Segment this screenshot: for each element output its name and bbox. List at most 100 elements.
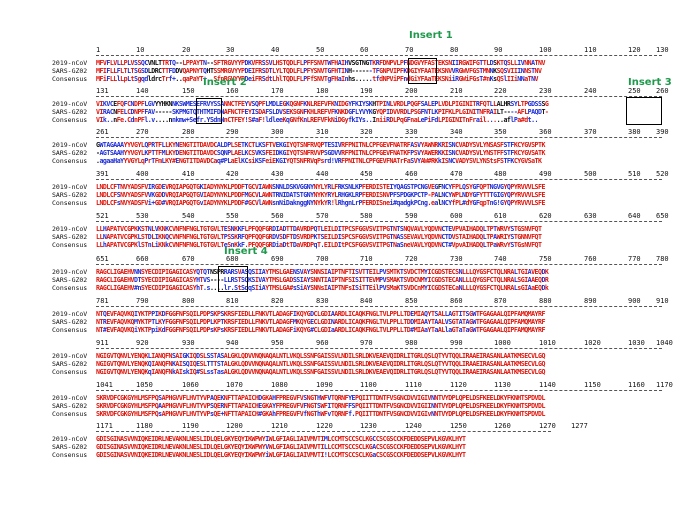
row-label: 2019-nCoV	[52, 394, 88, 402]
ruler-tick-label: 700	[316, 255, 329, 263]
sequence-text: GDISGINASVVNIQKEIDRLNEVAKNLNESLIDLQELGKY…	[96, 443, 466, 451]
ruler-tick-label: 680	[226, 255, 239, 263]
ruler-tick-label: 300	[271, 128, 284, 136]
ruler-tick-label: 390	[656, 128, 669, 136]
ruler-tick-label: 521	[96, 212, 109, 220]
ruler-tick-label: 330	[405, 128, 418, 136]
ruler-tick-label: 670	[182, 255, 195, 263]
ruler-tick-label: 870	[494, 297, 507, 305]
ruler-tick-label: 490	[539, 170, 552, 178]
ruler-tick-label: 1070	[226, 381, 243, 389]
ruler-tick-label: 1260	[494, 422, 511, 430]
ruler-tick-label: 730	[450, 255, 463, 263]
ruler-tick-label: 890	[584, 297, 597, 305]
ruler-tick-label: 1010	[539, 339, 556, 347]
ruler-tick-label: 1050	[136, 381, 153, 389]
ruler-tick-label: 320	[360, 128, 373, 136]
row-label: Consensus	[52, 451, 88, 459]
insert-label: Insert 1	[409, 30, 453, 41]
row-label: Consensus	[52, 241, 88, 249]
insert-region-box	[626, 97, 662, 125]
ruler-tick-label: 1220	[316, 422, 333, 430]
row-label: SARS-GZ02	[52, 360, 88, 368]
ruler-tick-label: 70	[405, 46, 414, 54]
ruler-tick-label: 920	[136, 339, 149, 347]
insert-region-box	[218, 266, 248, 292]
ruler-tick-label: 250	[628, 87, 641, 95]
ruler-tick-label: 990	[450, 339, 463, 347]
ruler-tick-label: 660	[136, 255, 149, 263]
insert-region-box	[196, 98, 222, 124]
insert-label: Insert 4	[224, 246, 268, 257]
alignment-block: 521 530 540 550 560 570 580 590 600 610 620 630 640 6…	[0, 212, 673, 252]
sequence-text: NGIGVTQNVLYENQKqIANQFNkAIskIQ#SLssTasALG…	[96, 368, 546, 376]
sequence-text: NGIGVTQNVLYENQKQIANQFNKAISQIQESLTTTSTALG…	[96, 360, 546, 368]
ruler-tick-label: 50	[316, 46, 325, 54]
ruler-tick-label: 20	[182, 46, 191, 54]
sequence-text: NT#EVFAQVKQiYKTPpiKdFGGFNFSQILPDPsKPsKRS…	[96, 326, 546, 334]
row-label: Consensus	[52, 284, 88, 292]
ruler-tick-label: 770	[628, 255, 641, 263]
ruler-tick-label: 1	[96, 46, 101, 54]
ruler-tick-label: 360	[539, 128, 552, 136]
sequence-text: RAGCLIGAEHVDTSYECDIPIGAGICASYHTVS----LLR…	[96, 276, 549, 284]
row-label: SARS-GZ02	[52, 443, 88, 451]
ruler-tick-label: 210	[450, 87, 463, 95]
ruler-tick-label: 580	[360, 212, 373, 220]
row-label: 2019-nCoV	[52, 268, 88, 276]
sequence-text: LNDLCFTNVYADSFVIRGDEVRQIAPGQTGKIADYNYKLP…	[96, 183, 546, 191]
ruler-tick-label: 310	[316, 128, 329, 136]
ruler-tick-label: 1180	[136, 422, 153, 430]
sequence-text: NTREVFAQVKQMYKTPTLKYFGGFNFSQILPDPLKPTKRS…	[96, 318, 546, 326]
ruler-tick-label: 430	[271, 170, 284, 178]
alignment-block: 1171 1180 1190 1200 1210 1220 1230 1240 1250 1260…	[0, 422, 673, 462]
row-label: Consensus	[52, 410, 88, 418]
sequence-text: SKRVDFCGKGYHLMSFPQAAPHGVVFLHVTYVPSQERNFT…	[96, 402, 546, 410]
ruler-tick-label: 391	[96, 170, 109, 178]
ruler-tick-label: 550	[226, 212, 239, 220]
ruler-tick-label: 290	[226, 128, 239, 136]
ruler-tick-label: 460	[405, 170, 418, 178]
ruler-tick-label: 1170	[656, 381, 673, 389]
ruler-tick-label: 620	[539, 212, 552, 220]
ruler-tick-label: 1250	[450, 422, 467, 430]
row-label: SARS-GZ02	[52, 276, 88, 284]
row-label: SARS-GZ02	[52, 67, 88, 75]
ruler-tick-label: 1060	[182, 381, 199, 389]
ruler-tick-label: 1277	[571, 422, 588, 430]
ruler-tick-label: 910	[656, 297, 669, 305]
ruler-tick-label: 800	[182, 297, 195, 305]
row-label: 2019-nCoV	[52, 435, 88, 443]
ruler-line	[96, 390, 662, 395]
ruler-tick-label: 1041	[96, 381, 113, 389]
ruler-tick-label: 1110	[405, 381, 422, 389]
sequence-text: MFVFLVLLPLVSSQCVNLTTRTQ--LPPAYTN--SFTRGV…	[96, 59, 546, 67]
ruler-tick-label: 261	[96, 128, 109, 136]
sequence-text: VIRACNFELCDNPFFAV-----SKPMGTQTHTMIFDNAFN…	[96, 108, 549, 116]
ruler-tick-label: 140	[136, 87, 149, 95]
insert-label: Insert 2	[203, 77, 247, 88]
ruler-tick-label: 690	[271, 255, 284, 263]
ruler-tick-label: 150	[182, 87, 195, 95]
sequence-text: RAGCLIGAEHV#nSYECDIPIGAGICASYhT.s....lr.…	[96, 284, 549, 292]
ruler-tick-label: 230	[539, 87, 552, 95]
alignment-block: 911 920 930 940 950 960 970 980 990 1000 1010 1020 1…	[0, 339, 673, 379]
row-label: SARS-GZ02	[52, 108, 88, 116]
sequence-text: .agaaHaYYVGYLqPrTFmLKY#ENGTITDAVDCaq#PLa…	[96, 157, 542, 165]
ruler-tick-label: 880	[539, 297, 552, 305]
ruler-tick-label: 120	[628, 46, 641, 54]
alignment-block: 1 10 20 30 40 50 60 70 80 90 100 110 120 130 2019-nCoV…	[0, 46, 673, 86]
sequence-text: MFiFLLlLpLtSgqdldrcTrf+..qaPaYT+..SfnRGV…	[96, 75, 539, 83]
ruler-tick-label: 960	[316, 339, 329, 347]
row-label: 2019-nCoV	[52, 183, 88, 191]
ruler-tick-label: 1030	[628, 339, 645, 347]
ruler-tick-label: 190	[360, 87, 373, 95]
sequence-text: -AGTSAAHYYVGYLKPTTFMLKYDENGTITDAVDCSQNPL…	[96, 149, 546, 157]
ruler-tick-label: 860	[450, 297, 463, 305]
sequence-text: GWTAGAAAYYVGYLQPRTFLLKYNENGTITDAVDCALDPL…	[96, 141, 546, 149]
ruler-tick-label: 380	[628, 128, 641, 136]
ruler-tick-label: 1190	[182, 422, 199, 430]
ruler-tick-label: 630	[584, 212, 597, 220]
ruler-tick-label: 110	[584, 46, 597, 54]
ruler-tick-label: 80	[450, 46, 459, 54]
